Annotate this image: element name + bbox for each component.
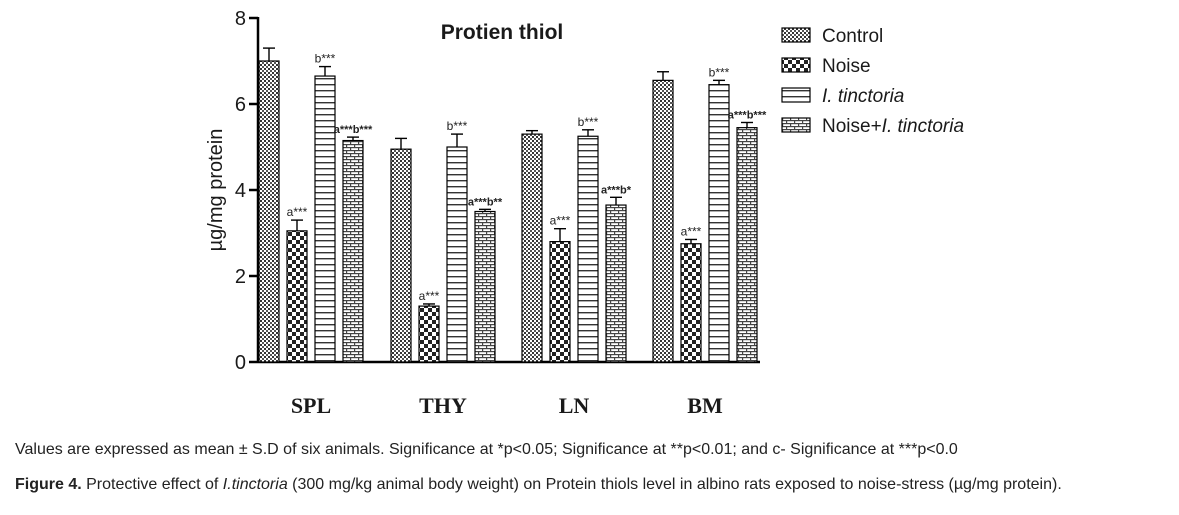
legend-label-part: I. tinctoria (882, 116, 964, 137)
x-category-label: THY (419, 393, 467, 418)
legend-label: Noise (822, 56, 871, 77)
chart-title: Protien thiol (441, 21, 564, 44)
legend-swatch (781, 87, 811, 103)
y-tick-label: 2 (235, 266, 246, 288)
significance-label: a*** (419, 289, 440, 303)
y-tick-label: 0 (235, 352, 246, 374)
values-note: Values are expressed as mean ± S.D of si… (15, 441, 958, 458)
bar-noise-i-tinctoria-thy (474, 210, 496, 363)
significance-label: a*** (681, 224, 702, 238)
significance-label: a***b*** (334, 124, 373, 136)
bar-i-tinctoria-ln (577, 135, 599, 363)
bar-control-ln (521, 133, 543, 363)
bar-noise-spl (286, 230, 308, 363)
significance-label: b*** (447, 119, 468, 133)
bar-noise-i-tinctoria-ln (605, 204, 627, 363)
significance-label: b*** (709, 65, 730, 79)
bar-i-tinctoria-bm (708, 84, 730, 363)
y-tick-label: 6 (235, 94, 246, 116)
caption-italic-term: I.tinctoria (222, 476, 288, 493)
bar-noise-i-tinctoria-spl (342, 139, 364, 363)
significance-label: a***b*** (728, 109, 767, 121)
legend-label: I. tinctoria (822, 86, 904, 107)
bar-control-bm (652, 79, 674, 363)
legend-swatch (781, 117, 811, 133)
caption-text-after: (300 mg/kg animal body weight) on Protei… (287, 476, 1062, 493)
legend-swatch (781, 57, 811, 73)
bar-noise-thy (418, 305, 440, 363)
x-category-label: SPL (291, 393, 331, 418)
legend-label-part: I. tinctoria (822, 86, 904, 107)
legend-label-part: Noise+ (822, 116, 882, 137)
bar-noise-i-tinctoria-bm (736, 127, 758, 363)
bar-i-tinctoria-spl (314, 75, 336, 363)
legend-label: Control (822, 26, 883, 47)
y-axis-label: µg/mg protein (205, 129, 227, 252)
significance-label: b*** (315, 52, 336, 66)
bar-noise-ln (549, 241, 571, 363)
significance-label: a***b* (601, 184, 632, 196)
bar-control-spl (258, 60, 280, 363)
x-category-label: LN (559, 393, 590, 418)
y-tick-label: 8 (235, 8, 246, 30)
x-category-label: BM (687, 393, 723, 418)
legend-label-part: Control (822, 26, 883, 47)
significance-label: a*** (287, 205, 308, 219)
bar-control-thy (390, 148, 412, 363)
caption-text-before: Protective effect of (81, 476, 223, 493)
bar-noise-bm (680, 243, 702, 363)
significance-label: a***b** (468, 196, 503, 208)
bar-i-tinctoria-thy (446, 146, 468, 363)
figure-label: Figure 4. (15, 476, 82, 493)
figure-caption: Figure 4. Protective effect of I.tinctor… (15, 476, 1165, 494)
y-tick-label: 4 (235, 180, 246, 202)
legend-swatch (781, 27, 811, 43)
significance-label: a*** (550, 214, 571, 228)
protein-thiol-chart: Protien thiol µg/mg protein 0 2 4 6 8 a*** a*… (205, 8, 964, 418)
legend-label: Noise+I. tinctoria (822, 116, 964, 137)
legend-label-part: Noise (822, 56, 871, 77)
significance-label: b*** (578, 115, 599, 129)
